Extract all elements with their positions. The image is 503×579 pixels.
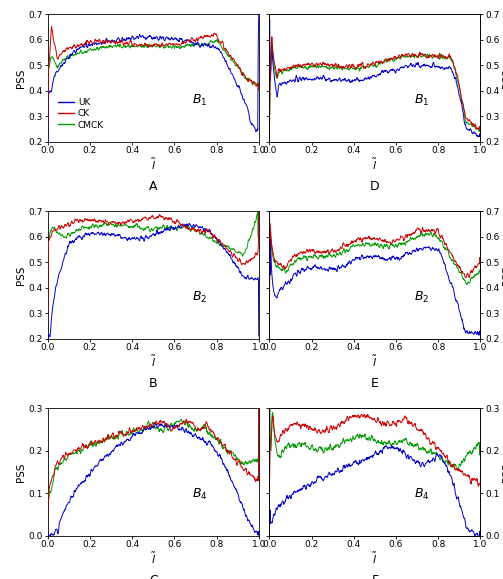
X-axis label: $\tilde{l}$: $\tilde{l}$ — [372, 157, 378, 172]
Text: F: F — [371, 574, 378, 579]
Text: $B_2$: $B_2$ — [413, 290, 429, 306]
X-axis label: $\tilde{l}$: $\tilde{l}$ — [372, 354, 378, 369]
Text: B: B — [149, 377, 157, 390]
Text: A: A — [149, 179, 157, 193]
Text: E: E — [371, 377, 379, 390]
Y-axis label: PSS: PSS — [16, 265, 26, 285]
Text: D: D — [370, 179, 380, 193]
Text: C: C — [149, 574, 157, 579]
Y-axis label: PSS: PSS — [502, 462, 503, 482]
Y-axis label: PSS: PSS — [16, 68, 26, 88]
Y-axis label: PSS: PSS — [502, 68, 503, 88]
X-axis label: $\tilde{l}$: $\tilde{l}$ — [372, 551, 378, 566]
X-axis label: $\tilde{l}$: $\tilde{l}$ — [150, 551, 156, 566]
X-axis label: $\tilde{l}$: $\tilde{l}$ — [150, 157, 156, 172]
Text: $B_4$: $B_4$ — [413, 488, 429, 503]
X-axis label: $\tilde{l}$: $\tilde{l}$ — [150, 354, 156, 369]
Text: $B_1$: $B_1$ — [413, 93, 429, 108]
Legend: UK, CK, CMCK: UK, CK, CMCK — [54, 94, 108, 133]
Y-axis label: PSS: PSS — [16, 462, 26, 482]
Text: $B_2$: $B_2$ — [192, 290, 207, 306]
Text: $B_4$: $B_4$ — [192, 488, 208, 503]
Text: $B_1$: $B_1$ — [192, 93, 207, 108]
Y-axis label: PSS: PSS — [502, 265, 503, 285]
